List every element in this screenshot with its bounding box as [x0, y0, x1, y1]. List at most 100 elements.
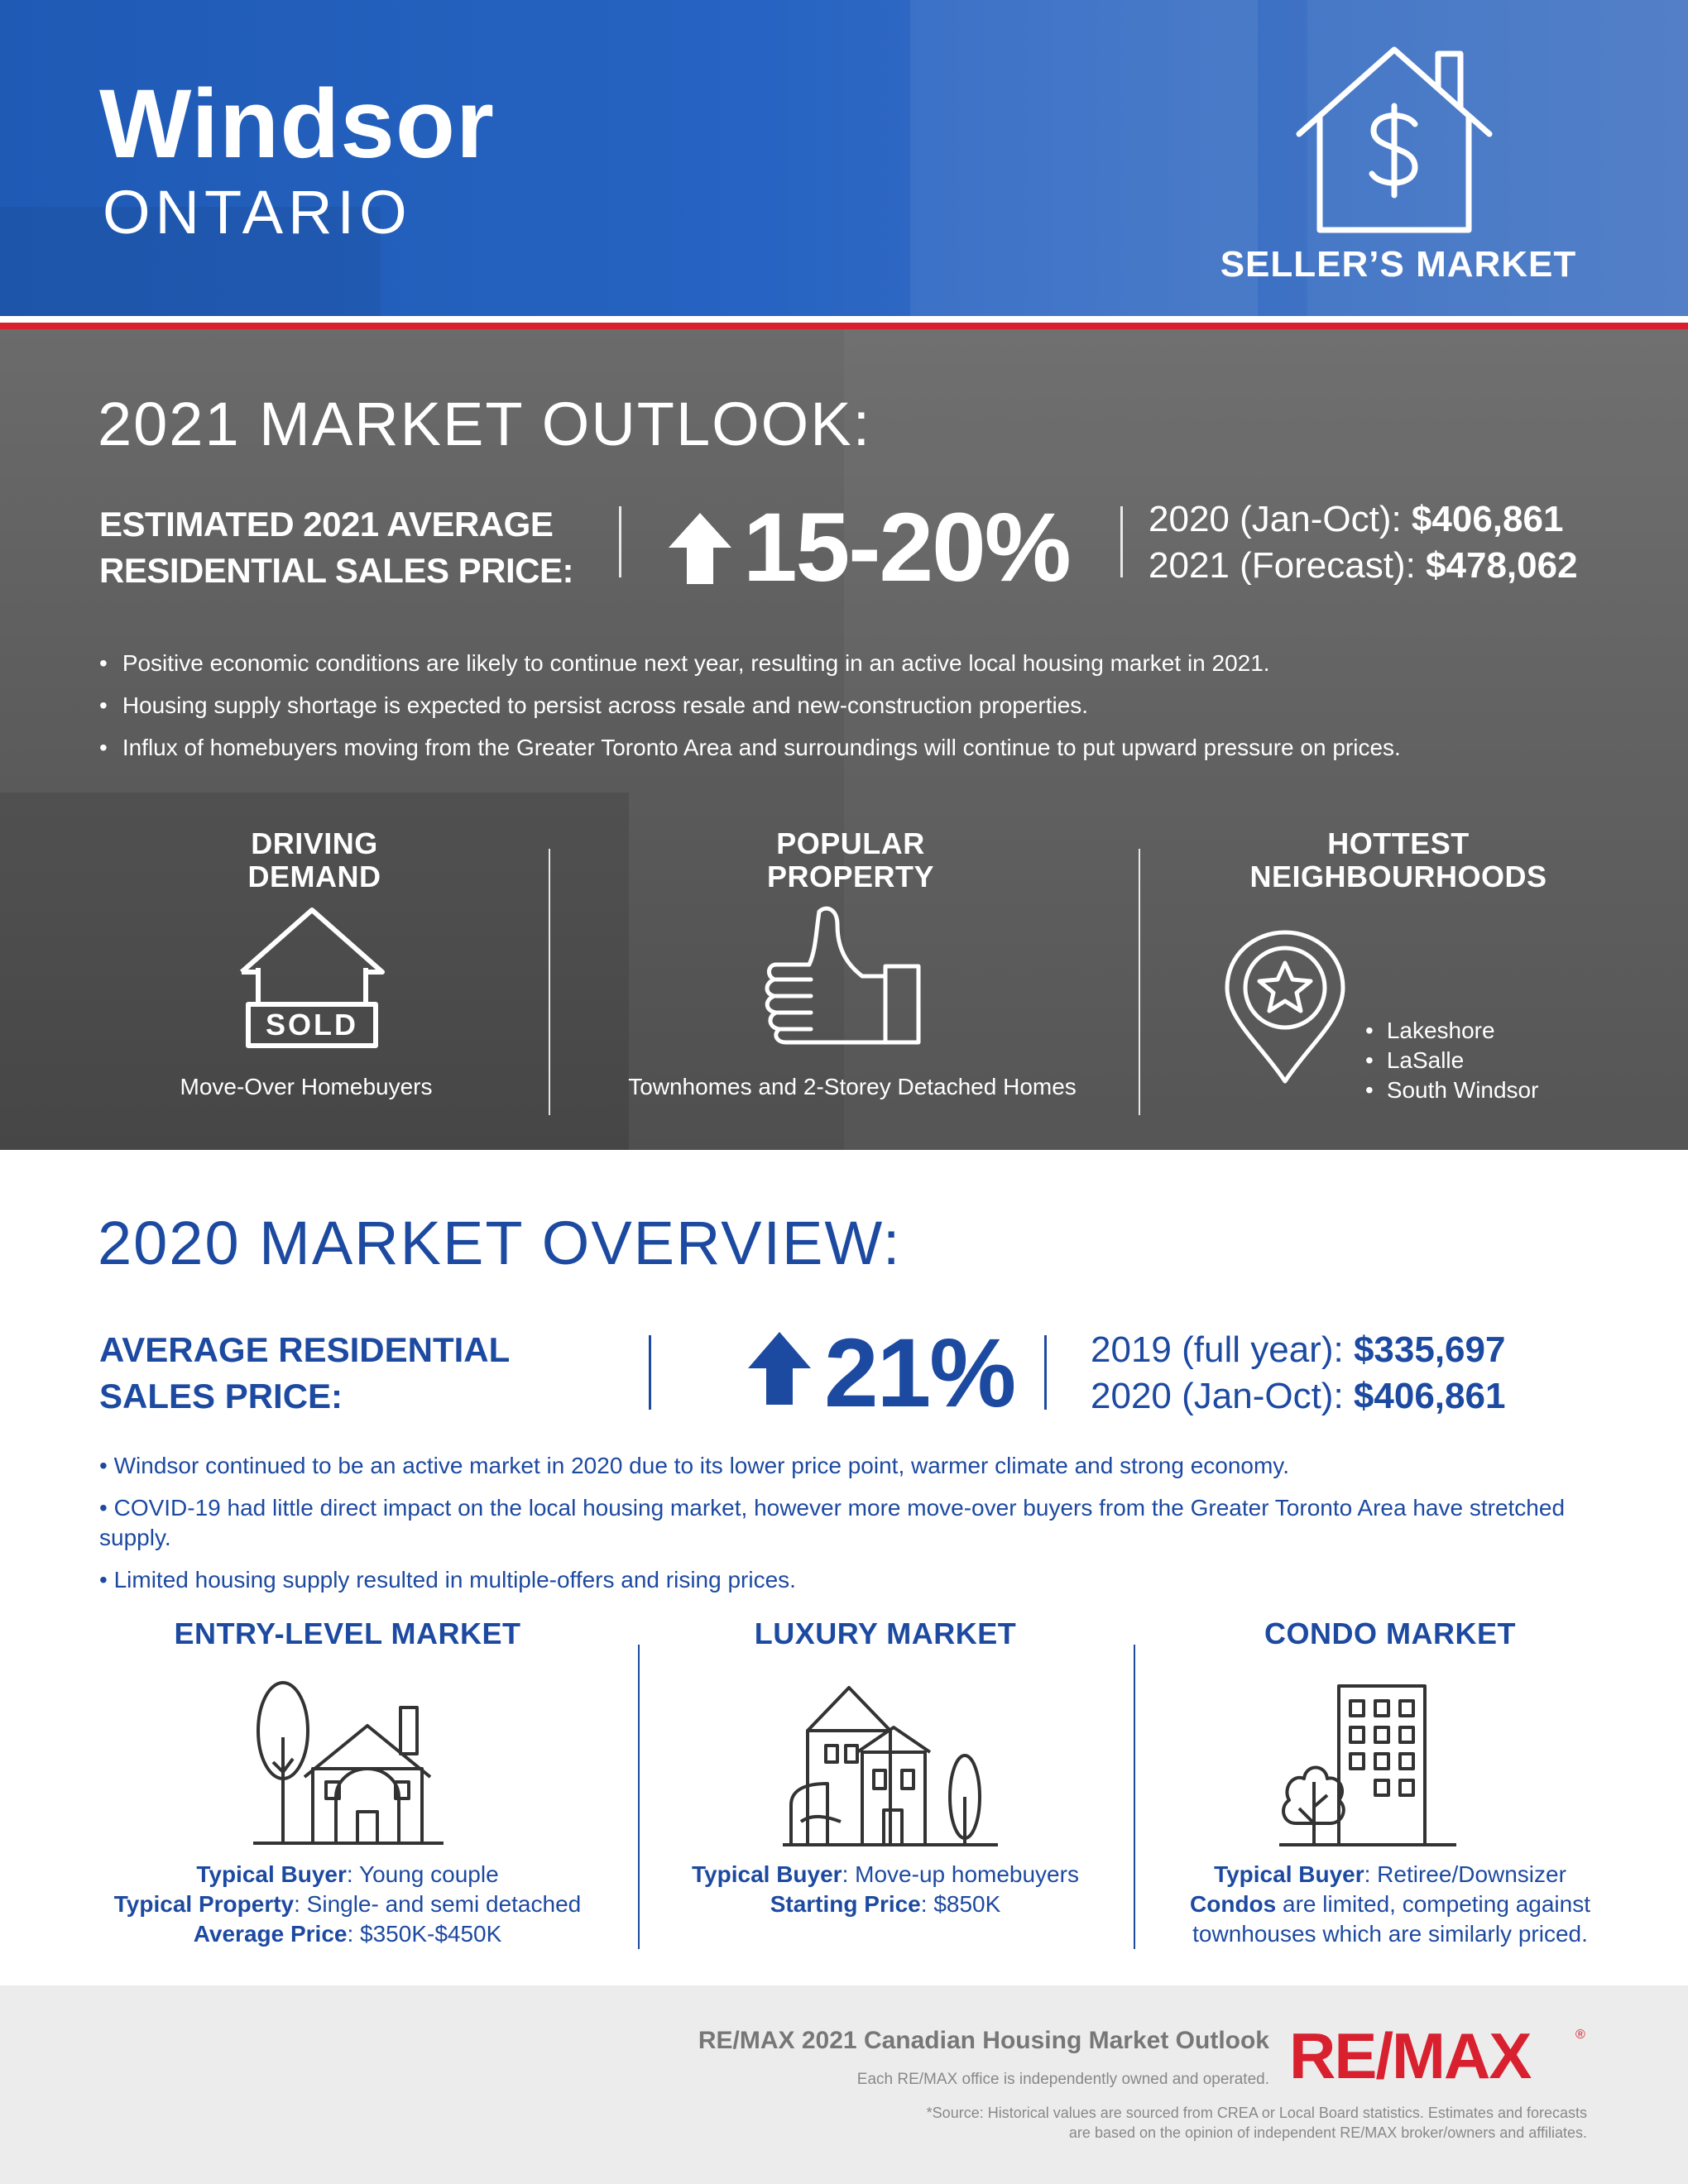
price-2020-row: 2020 (Jan-Oct): $406,861 [1149, 496, 1578, 543]
price-2020-value: $406,861 [1353, 1376, 1506, 1416]
luxury-buyer-value: : Move-up homebuyers [842, 1861, 1079, 1887]
up-arrow-icon [748, 1332, 811, 1405]
condo-supply-row: Condos are limited, competing against [1142, 1889, 1638, 1919]
condo-buyer-label: Typical Buyer [1214, 1861, 1364, 1887]
list-item: Positive economic conditions are likely … [99, 642, 1605, 684]
remax-logo-text: RE/MAX [1289, 2022, 1532, 2088]
driving-demand-heading-line1: DRIVING [251, 826, 378, 860]
source-note: *Source: Historical values are sourced f… [579, 2103, 1587, 2143]
vertical-divider [1044, 1335, 1047, 1410]
price-2019-row: 2019 (full year): $335,697 [1091, 1327, 1505, 1373]
registered-mark: ® [1575, 2028, 1585, 2042]
vertical-divider [638, 1645, 640, 1949]
hottest-neighbourhoods-heading-line2: NEIGHBOURHOODS [1249, 860, 1547, 893]
forecast-change-percent: 15-20% [743, 493, 1072, 602]
condo-building-icon [1279, 1684, 1456, 1846]
vertical-divider [1120, 506, 1123, 577]
entry-level-price-label: Average Price [193, 1921, 348, 1947]
price-2021-label: 2021 (Forecast): [1149, 545, 1416, 586]
entry-level-buyer-label: Typical Buyer [196, 1861, 347, 1887]
background-sidewalk [0, 793, 629, 1150]
source-note-line1: *Source: Historical values are sourced f… [926, 2105, 1587, 2121]
luxury-heading: LUXURY MARKET [754, 1616, 1017, 1650]
driving-demand-heading: DRIVING DEMAND [149, 827, 480, 893]
map-pin-star-icon [1225, 930, 1345, 1084]
luxury-price-label: Starting Price [770, 1891, 921, 1917]
luxury-buyer-label: Typical Buyer [692, 1861, 842, 1887]
entry-level-property-label: Typical Property [113, 1891, 295, 1917]
up-arrow-icon [669, 513, 731, 584]
outlook-title: 2021 MARKET OUTLOOK: [98, 390, 872, 458]
entry-level-price-value: : $350K-$450K [347, 1921, 502, 1947]
neighbourhood-list: Lakeshore LaSalle South Windsor [1365, 1016, 1539, 1105]
entry-level-property-value: : Single- and semi detached [294, 1891, 582, 1917]
popular-property-caption: Townhomes and 2-Storey Detached Homes [628, 1074, 1077, 1099]
entry-level-house-icon [253, 1681, 444, 1845]
divider-stripe-white [0, 316, 1688, 323]
condo-details: Typical Buyer: Retiree/Downsizer Condos … [1142, 1860, 1638, 1949]
luxury-price-row: Starting Price: $850K [662, 1889, 1109, 1919]
vertical-divider [649, 1335, 651, 1410]
vertical-divider [1134, 1645, 1135, 1949]
popular-property-heading-line1: POPULAR [776, 826, 925, 860]
price-2020-value: $406,861 [1411, 499, 1564, 539]
average-price-label: AVERAGE RESIDENTIAL SALES PRICE: [99, 1327, 510, 1420]
province-name: ONTARIO [103, 178, 412, 247]
list-item: South Windsor [1365, 1075, 1539, 1105]
report-title: RE/MAX 2021 Canadian Housing Market Outl… [698, 2027, 1269, 2054]
remax-logo: RE/MAX ® [1289, 2022, 1585, 2088]
footer: RE/MAX 2021 Canadian Housing Market Outl… [0, 1985, 1688, 2184]
estimated-price-label-line2: RESIDENTIAL SALES PRICE: [99, 551, 573, 590]
price-2021-value: $478,062 [1426, 545, 1578, 586]
list-item: Influx of homebuyers moving from the Gre… [99, 726, 1605, 769]
house-dollar-icon [1296, 46, 1493, 233]
average-price-label-line2: SALES PRICE: [99, 1377, 343, 1415]
price-comparison-2020: 2019 (full year): $335,697 2020 (Jan-Oct… [1091, 1327, 1505, 1420]
outlook-bullet-list: Positive economic conditions are likely … [99, 642, 1605, 769]
background-trees [0, 207, 381, 316]
list-item: COVID-19 had little direct impact on the… [99, 1493, 1605, 1553]
price-2019-label: 2019 (full year): [1091, 1329, 1344, 1370]
sold-sign-text: SOLD [266, 1008, 358, 1042]
luxury-buyer-row: Typical Buyer: Move-up homebuyers [662, 1860, 1109, 1889]
vertical-divider [619, 506, 621, 577]
header-banner: Windsor ONTARIO SELLER’S MARKET [0, 0, 1688, 316]
hottest-neighbourhoods-heading-line1: HOTTEST [1327, 826, 1470, 860]
popular-property-heading-line2: PROPERTY [766, 860, 935, 893]
luxury-price-value: : $850K [920, 1891, 1001, 1917]
estimated-price-label-line1: ESTIMATED 2021 AVERAGE [99, 505, 554, 544]
price-2020-row: 2020 (Jan-Oct): $406,861 [1091, 1373, 1505, 1420]
background-building [1307, 0, 1688, 316]
driving-demand-caption: Move-Over Homebuyers [180, 1074, 433, 1099]
condo-buyer-value: : Retiree/Downsizer [1364, 1861, 1566, 1887]
luxury-house-icon [783, 1686, 998, 1846]
ownership-notice: Each RE/MAX office is independently owne… [856, 2071, 1269, 2088]
entry-level-buyer-row: Typical Buyer: Young couple [99, 1860, 596, 1889]
source-note-line2: are based on the opinion of independent … [1068, 2124, 1587, 2141]
vertical-divider [1139, 849, 1140, 1115]
average-price-label-line1: AVERAGE RESIDENTIAL [99, 1330, 511, 1369]
entry-level-details: Typical Buyer: Young couple Typical Prop… [99, 1860, 596, 1949]
condo-supply-value-line2: townhouses which are similarly priced. [1192, 1921, 1588, 1947]
divider-stripe-red [0, 323, 1688, 329]
list-item: Housing supply shortage is expected to p… [99, 684, 1605, 726]
entry-level-buyer-value: : Young couple [346, 1861, 499, 1887]
entry-level-price-row: Average Price: $350K-$450K [99, 1919, 596, 1949]
hottest-neighbourhoods-heading: HOTTEST NEIGHBOURHOODS [1183, 827, 1614, 893]
price-2021-row: 2021 (Forecast): $478,062 [1149, 543, 1578, 589]
market-type-label: SELLER’S MARKET [1220, 244, 1577, 285]
price-2019-value: $335,697 [1353, 1329, 1506, 1370]
condo-buyer-row: Typical Buyer: Retiree/Downsizer [1142, 1860, 1638, 1889]
price-2020-label: 2020 (Jan-Oct): [1149, 499, 1402, 539]
entry-level-property-row: Typical Property: Single- and semi detac… [99, 1889, 596, 1919]
list-item: Windsor continued to be an active market… [99, 1451, 1605, 1481]
list-item: Lakeshore [1365, 1016, 1538, 1046]
condo-heading: CONDO MARKET [1264, 1616, 1516, 1650]
overview-title: 2020 MARKET OVERVIEW: [98, 1209, 902, 1277]
city-name: Windsor [99, 69, 495, 179]
background-building [910, 0, 1258, 316]
popular-property-heading: POPULAR PROPERTY [685, 827, 1016, 893]
luxury-details: Typical Buyer: Move-up homebuyers Starti… [662, 1860, 1109, 1919]
thumbs-up-icon [765, 906, 921, 1045]
price-2020-label: 2020 (Jan-Oct): [1091, 1376, 1344, 1416]
